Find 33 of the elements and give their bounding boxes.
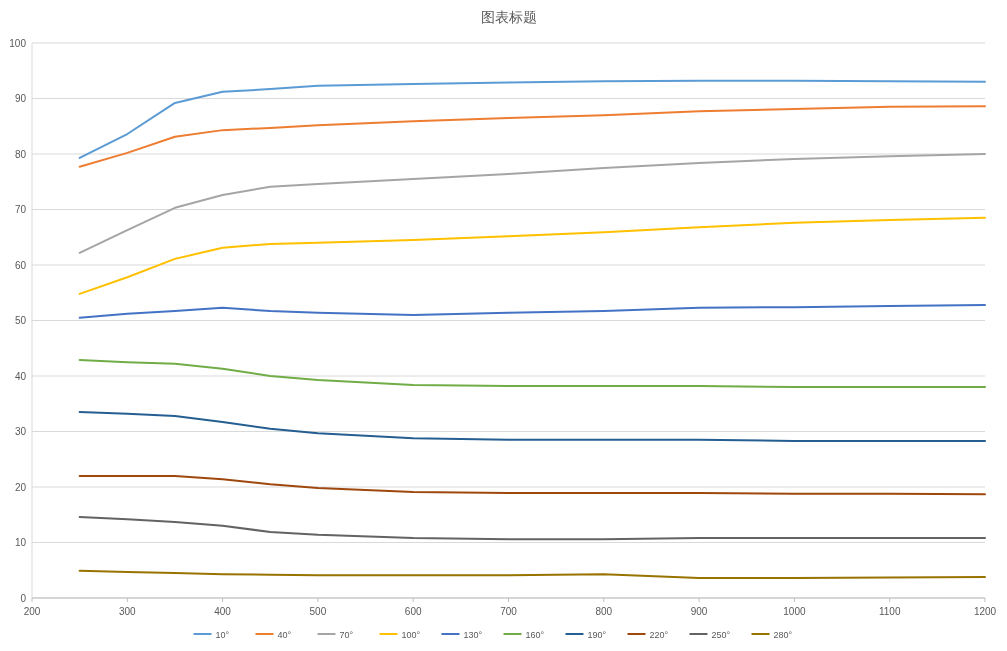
chart-title: 图表标题 bbox=[480, 9, 537, 25]
y-tick-label: 10 bbox=[14, 537, 27, 548]
x-tick-label: 300 bbox=[118, 606, 137, 617]
y-tick-label: 20 bbox=[14, 481, 27, 493]
legend-label: 220° bbox=[649, 629, 669, 640]
y-tick-label: 40 bbox=[14, 370, 27, 382]
legend-label: 130° bbox=[463, 629, 483, 640]
x-tick-label: 400 bbox=[214, 606, 232, 617]
x-tick-label: 200 bbox=[23, 606, 41, 617]
y-tick-label: 80 bbox=[14, 148, 27, 160]
legend-label: 10° bbox=[215, 629, 230, 640]
x-tick-label: 800 bbox=[595, 606, 613, 617]
y-tick-label: 100 bbox=[9, 37, 27, 49]
legend-label: 250° bbox=[711, 629, 731, 640]
legend-label: 70° bbox=[339, 629, 354, 640]
y-tick-label: 30 bbox=[14, 426, 27, 437]
legend-label: 40° bbox=[277, 629, 292, 640]
x-tick-label: 1000 bbox=[783, 606, 806, 617]
legend-label: 190° bbox=[587, 629, 607, 640]
y-tick-label: 60 bbox=[14, 259, 27, 271]
legend-label: 100° bbox=[401, 629, 421, 640]
y-tick-label: 70 bbox=[14, 204, 27, 215]
legend-label: 160° bbox=[525, 629, 545, 640]
x-tick-label: 500 bbox=[309, 606, 327, 617]
x-tick-label: 1100 bbox=[878, 606, 901, 617]
y-tick-label: 0 bbox=[20, 592, 27, 604]
y-tick-label: 90 bbox=[14, 93, 27, 104]
legend-label: 280° bbox=[773, 629, 793, 640]
x-tick-label: 900 bbox=[690, 606, 708, 617]
x-tick-label: 600 bbox=[404, 606, 422, 617]
x-tick-label: 700 bbox=[500, 606, 518, 617]
x-tick-label: 1200 bbox=[973, 606, 997, 617]
y-tick-label: 50 bbox=[14, 315, 27, 326]
